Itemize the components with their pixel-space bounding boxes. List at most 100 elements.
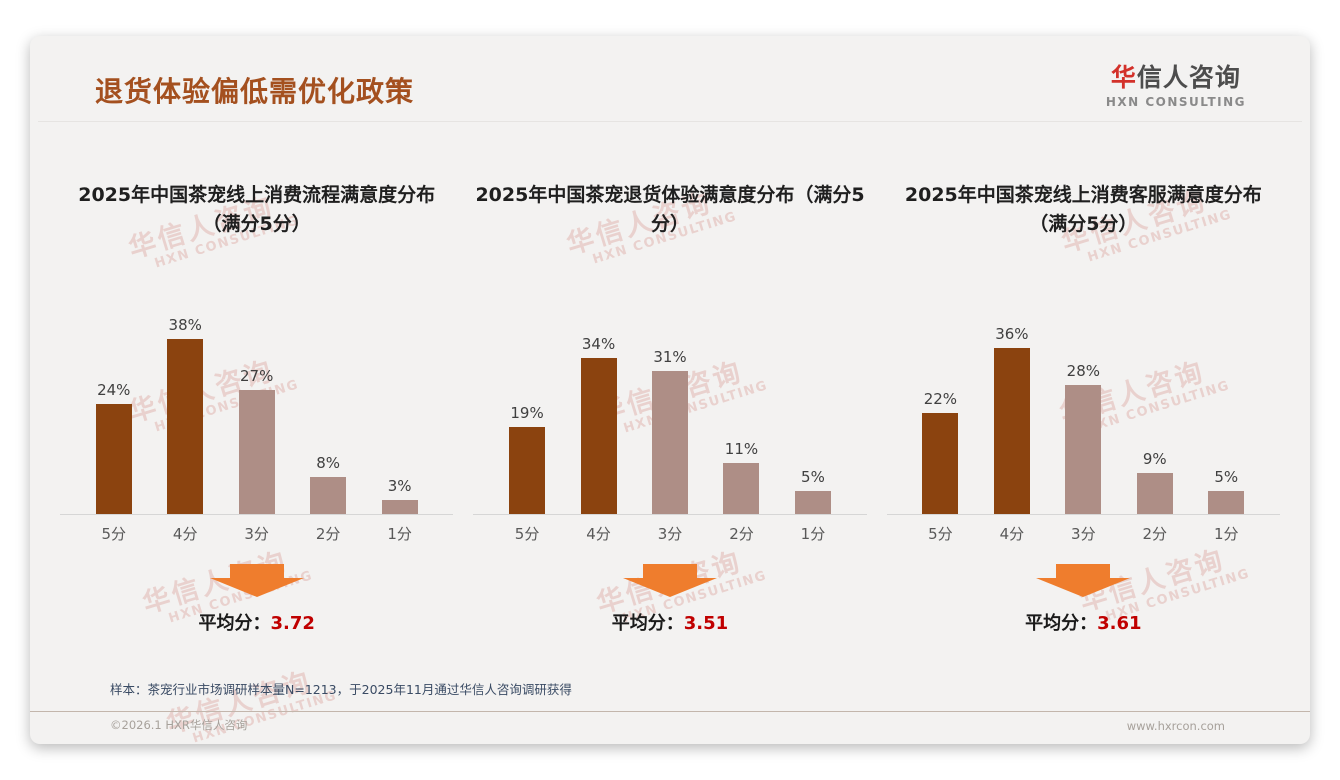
bar: [167, 339, 204, 514]
average-label: 平均分：: [198, 613, 271, 634]
bar-value-label: 5%: [1214, 468, 1239, 486]
bar-slot: 31%: [634, 348, 705, 514]
bar-slot: 34%: [563, 335, 634, 514]
category-label: 2分: [729, 525, 754, 543]
bar: [993, 348, 1030, 514]
bar-value-label: 27%: [240, 366, 274, 385]
footnote: 样本：茶宠行业市场调研样本量N=1213，于2025年11月通过华信人咨询调研获…: [110, 682, 572, 697]
bar: [95, 403, 132, 514]
company-logo-name: 华信人咨询: [1106, 58, 1246, 94]
charts-row: 2025年中国茶宠线上消费流程满意度分布（满分5分） 24% 38% 27% 8% 3%…: [50, 181, 1290, 635]
company-logo-subtitle: HXN CONSULTING: [1105, 95, 1246, 109]
footer-copyright: ©2026.1 HXR华信人咨询: [110, 718, 248, 732]
category-label: 2分: [315, 525, 341, 543]
chart-title: 2025年中国茶宠线上消费流程满意度分布（满分5分）: [78, 184, 436, 236]
bar-slot: 27%: [221, 367, 292, 514]
bar: [1065, 385, 1102, 514]
chart-title: 2025年中国茶宠线上消费客服满意度分布（满分5分）: [904, 184, 1262, 236]
category-label: 4分: [999, 525, 1025, 543]
bar: [723, 463, 760, 514]
bar-value-label: 3%: [387, 477, 412, 496]
bar: [922, 412, 959, 514]
average-value: 3.72: [270, 613, 315, 634]
average-score: 平均分：3.72: [60, 609, 453, 635]
bar-value-label: 11%: [724, 440, 759, 459]
bar: [310, 477, 347, 514]
category-label: 4分: [172, 525, 198, 543]
bar-slot: 9%: [1119, 450, 1190, 514]
category-axis: 5分 4分 3分 2分 1分: [473, 523, 866, 544]
footer-url: www.hxrcon.com: [1126, 719, 1225, 733]
bar-chart: 19% 34% 31% 11% 5%: [473, 265, 867, 515]
bar: [381, 500, 418, 514]
category-label: 2分: [1142, 525, 1168, 543]
bar: [1208, 491, 1245, 514]
category-axis: 5分 4分 3分 2分 1分: [887, 523, 1280, 544]
chart-column-service: 2025年中国茶宠线上消费客服满意度分布（满分5分） 22% 36% 28% 9% 5%…: [877, 181, 1290, 635]
bar-chart: 22% 36% 28% 9% 5%: [886, 265, 1280, 515]
bar-value-label: 24%: [97, 380, 131, 399]
average-value: 3.61: [1097, 613, 1142, 634]
bar-value-label: 28%: [1066, 362, 1100, 381]
logo-red-char: 华: [1110, 63, 1137, 92]
bar: [1136, 472, 1173, 514]
category-label: 4分: [586, 525, 611, 543]
company-logo: 华信人咨询 HXN CONSULTING: [1106, 58, 1246, 109]
bar: [580, 357, 617, 514]
category-label: 5分: [514, 525, 540, 543]
bar-value-label: 5%: [801, 468, 825, 486]
average-label: 平均分：: [611, 613, 684, 634]
bar: [509, 426, 546, 514]
chart-column-process: 2025年中国茶宠线上消费流程满意度分布（满分5分） 24% 38% 27% 8% 3%…: [50, 181, 463, 635]
category-label: 1分: [387, 525, 412, 543]
chart-column-returns: 2025年中国茶宠退货体验满意度分布（满分5分） 19% 34% 31% 11% 5% …: [463, 181, 876, 635]
bar-value-label: 36%: [995, 325, 1029, 344]
bar-slot: 5%: [1191, 468, 1262, 514]
footer-divider: [30, 711, 1310, 712]
bar: [794, 491, 831, 514]
arrow-stem: [1056, 564, 1111, 578]
slide-card: 华信人咨询 HXN CONSULTING 华信人咨询 HXN CONSULTING 华信…: [30, 36, 1310, 744]
category-axis: 5分 4分 3分 2分 1分: [60, 523, 453, 544]
average-value: 3.51: [683, 613, 729, 634]
logo-rest-chars: 信人咨询: [1136, 63, 1241, 92]
bar-value-label: 22%: [923, 389, 958, 408]
bar-chart: 24% 38% 27% 8% 3%: [60, 265, 454, 515]
category-label: 1分: [800, 525, 826, 543]
bar-slot: 38%: [149, 316, 220, 514]
category-label: 5分: [101, 525, 126, 543]
bar-slot: 11%: [706, 440, 777, 514]
category-label: 3分: [244, 525, 269, 543]
arrow-stem: [229, 564, 284, 578]
down-arrow-icon: [209, 564, 304, 597]
arrow-head: [1036, 578, 1131, 597]
bar-slot: 24%: [78, 381, 149, 514]
bar: [238, 389, 275, 514]
header-divider: [38, 121, 1302, 122]
down-arrow-icon: [622, 564, 717, 597]
bar-value-label: 19%: [510, 403, 544, 422]
page-title: 退货体验偏低需优化政策: [95, 75, 415, 108]
bar-value-label: 8%: [316, 454, 341, 473]
bar-slot: 36%: [976, 325, 1047, 514]
arrow-head: [622, 578, 717, 597]
arrow-stem: [642, 564, 697, 578]
bar-slot: 28%: [1048, 362, 1119, 514]
category-label: 3分: [1071, 525, 1096, 543]
bar-slot: 8%: [292, 454, 363, 514]
bar-value-label: 38%: [168, 316, 202, 335]
bar: [652, 371, 688, 514]
bar-value-label: 9%: [1142, 449, 1167, 468]
arrow-head: [209, 578, 304, 597]
average-label: 平均分：: [1025, 613, 1098, 634]
down-arrow-icon: [1036, 564, 1131, 597]
bar-slot: 5%: [777, 468, 848, 514]
category-label: 1分: [1213, 525, 1239, 543]
bar-value-label: 31%: [653, 348, 687, 367]
bar-slot: 3%: [364, 477, 435, 514]
bar-slot: 22%: [905, 390, 976, 514]
bar-slot: 19%: [491, 404, 562, 514]
average-score: 平均分：3.51: [473, 609, 866, 635]
bar-value-label: 34%: [581, 334, 616, 353]
category-label: 3分: [657, 525, 683, 543]
